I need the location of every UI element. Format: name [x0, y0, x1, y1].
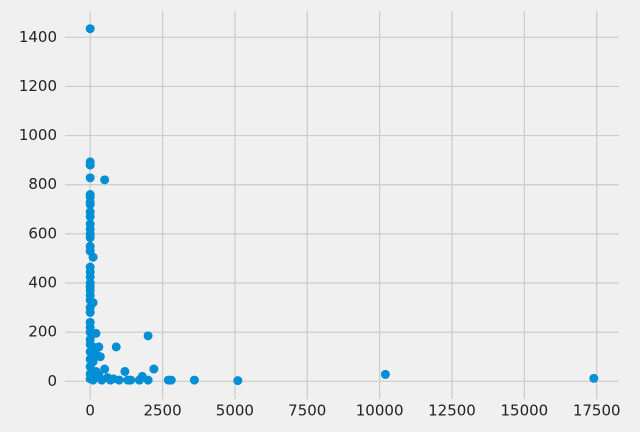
point [589, 373, 599, 383]
point [143, 375, 153, 385]
point [91, 328, 101, 338]
point [120, 366, 130, 376]
point [85, 233, 95, 243]
y-tick-label: 0 [47, 372, 57, 390]
point [85, 212, 95, 222]
x-tick-label: 10000 [356, 402, 404, 420]
point [85, 308, 95, 318]
point [97, 375, 107, 385]
point [189, 375, 199, 385]
point [95, 352, 105, 362]
y-tick-label: 400 [28, 274, 57, 292]
y-tick-label: 1400 [19, 28, 57, 46]
point [100, 175, 110, 185]
point [134, 375, 144, 385]
point [111, 342, 121, 352]
point [88, 375, 98, 385]
x-tick-label: 17500 [573, 402, 621, 420]
x-tick-label: 0 [85, 402, 95, 420]
point [100, 364, 110, 374]
x-tick-label: 7500 [288, 402, 326, 420]
point [123, 375, 133, 385]
x-tick-label: 15000 [500, 402, 548, 420]
point [166, 375, 176, 385]
point [85, 199, 95, 209]
y-tick-label: 800 [28, 175, 57, 193]
point [85, 173, 95, 183]
point [380, 369, 390, 379]
point [88, 252, 98, 262]
y-tick-label: 200 [28, 323, 57, 341]
point [149, 364, 159, 374]
point [94, 342, 104, 352]
y-tick-label: 1200 [19, 77, 57, 95]
point [143, 331, 153, 341]
point [85, 160, 95, 170]
point [114, 375, 124, 385]
point [105, 375, 115, 385]
x-tick-label: 2500 [143, 402, 181, 420]
x-tick-label: 12500 [428, 402, 476, 420]
x-tick-label: 5000 [216, 402, 254, 420]
y-tick-label: 1000 [19, 126, 57, 144]
y-tick-label: 600 [28, 224, 57, 242]
point [85, 24, 95, 34]
point [233, 376, 243, 386]
